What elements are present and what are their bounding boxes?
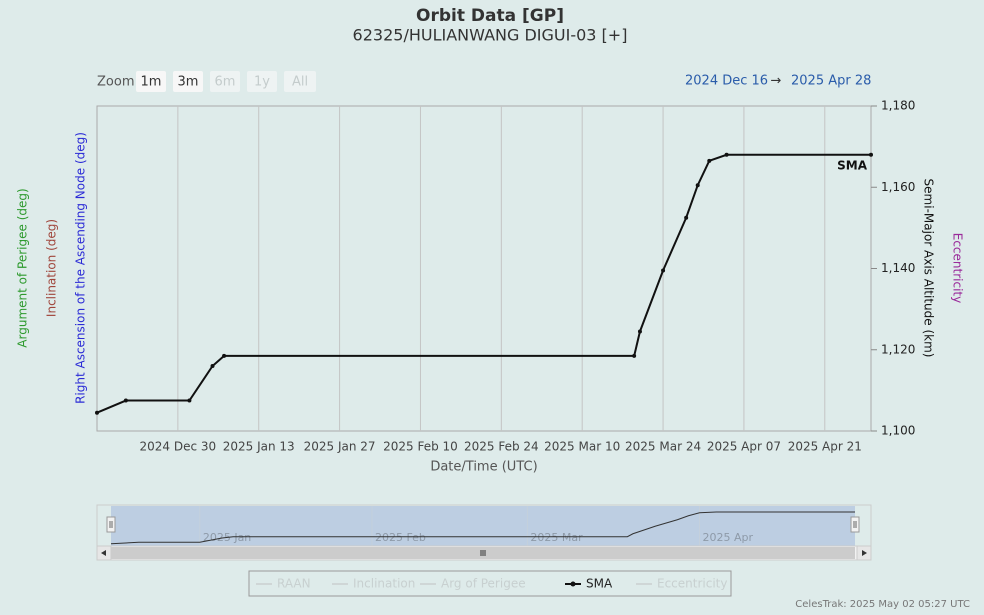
data-point: [661, 268, 666, 273]
navigator-selection: [111, 506, 855, 546]
data-point: [632, 353, 637, 358]
data-point: [684, 215, 689, 220]
data-point: [695, 183, 700, 188]
navigator-label: 2025 Apr: [703, 531, 754, 544]
x-tick-label: 2025 Mar 24: [625, 440, 701, 454]
data-point: [707, 158, 712, 163]
zoom-button[interactable]: [173, 71, 203, 92]
zoom-button-label: All: [292, 75, 308, 90]
data-point: [222, 353, 227, 358]
left-axis-title: Inclination (deg): [45, 219, 59, 317]
navigator-label: 2025 Feb: [375, 531, 426, 544]
legend-label[interactable]: SMA: [586, 577, 613, 591]
zoom-button: [210, 71, 240, 92]
navigator-line: [110, 511, 855, 545]
series-label: SMA: [837, 158, 868, 172]
zoom-button[interactable]: [136, 71, 166, 92]
legend-marker: [570, 581, 576, 587]
data-point: [123, 398, 128, 403]
x-axis-title: Date/Time (UTC): [430, 460, 537, 475]
chart-subtitle: 62325/HULIANWANG DIGUI-03 [+]: [353, 26, 628, 45]
y-tick-label: 1,180: [881, 99, 915, 113]
left-axis-title: Right Ascension of the Ascending Node (d…: [74, 132, 88, 404]
x-tick-label: 2025 Jan 27: [304, 440, 376, 454]
y-tick-label: 1,140: [881, 261, 915, 275]
right-axis-title: Eccentricity: [951, 233, 965, 303]
x-tick-label: 2025 Apr 21: [788, 440, 862, 454]
x-tick-label: 2025 Jan 13: [223, 440, 295, 454]
zoom-button: [284, 71, 316, 92]
zoom-button-label: 6m: [215, 75, 236, 90]
legend-label[interactable]: Eccentricity: [657, 577, 727, 591]
zoom-button: [247, 71, 277, 92]
data-point: [187, 398, 192, 403]
right-axis-title: Semi-Major Axis Altitude (km): [922, 179, 936, 358]
data-point: [637, 329, 642, 334]
range-from: 2024 Dec 16: [685, 74, 768, 89]
y-tick-label: 1,120: [881, 342, 915, 356]
legend-label[interactable]: Arg of Perigee: [441, 577, 526, 591]
data-point: [95, 410, 99, 415]
y-tick-label: 1,160: [881, 180, 915, 194]
x-tick-label: 2025 Apr 07: [707, 440, 781, 454]
data-point: [724, 152, 729, 157]
y-tick-label: 1,100: [881, 424, 915, 438]
zoom-button-label: 1m: [141, 75, 162, 90]
data-point: [869, 152, 873, 157]
navigator-handle[interactable]: [850, 516, 860, 533]
x-tick-label: 2025 Feb 10: [383, 440, 458, 454]
legend-label[interactable]: RAAN: [277, 577, 311, 591]
scrollbar-arrow: [862, 550, 867, 556]
x-tick-label: 2025 Feb 24: [464, 440, 539, 454]
zoom-label: Zoom: [97, 75, 134, 90]
navigator-handle[interactable]: [106, 516, 116, 533]
chart-title: Orbit Data [GP]: [416, 6, 564, 26]
x-tick-label: 2025 Mar 10: [544, 440, 620, 454]
navigator-label: 2025 Mar: [530, 531, 583, 544]
range-arrow: →: [771, 74, 782, 89]
range-to: 2025 Apr 28: [791, 74, 871, 89]
legend-box: [248, 570, 732, 597]
legend-label[interactable]: Inclination: [353, 577, 415, 591]
x-tick-label: 2024 Dec 30: [140, 440, 217, 454]
data-point: [210, 364, 215, 368]
zoom-button-label: 1y: [254, 75, 270, 90]
zoom-button-label: 3m: [178, 75, 199, 90]
scrollbar-arrow: [101, 550, 106, 556]
left-axis-title: Argument of Perigee (deg): [16, 188, 30, 347]
credit: CelesTrak: 2025 May 02 05:27 UTC: [795, 599, 970, 610]
